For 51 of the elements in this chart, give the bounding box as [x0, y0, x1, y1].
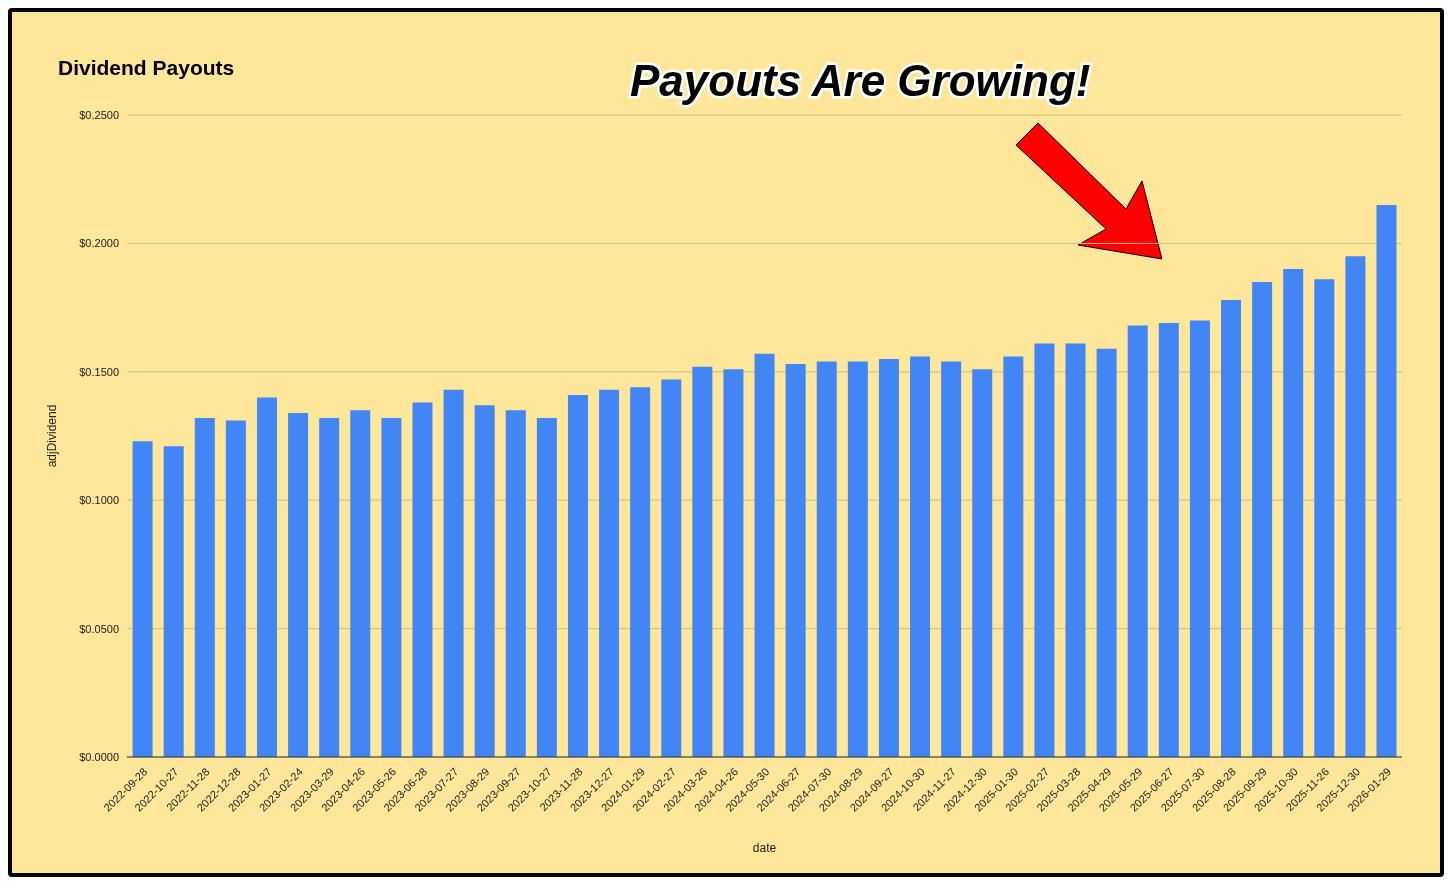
- bar: [319, 418, 340, 757]
- bar: [536, 418, 557, 757]
- bar: [723, 369, 744, 757]
- chart-title: Dividend Payouts: [58, 56, 235, 80]
- bar: [941, 361, 962, 757]
- text: Payouts Are Growing!: [630, 56, 1091, 105]
- bar: [1003, 356, 1024, 757]
- y-axis-title: adjDividend: [45, 404, 60, 468]
- bar: [1158, 323, 1179, 757]
- bar: [163, 446, 184, 757]
- bar: [910, 356, 931, 757]
- bar: [225, 420, 246, 757]
- x-axis-title: date: [752, 841, 777, 855]
- bar: [288, 412, 309, 757]
- bar: [505, 410, 526, 757]
- bar: [1345, 256, 1366, 757]
- bar: [474, 405, 495, 757]
- bar: [1189, 320, 1210, 757]
- bar: [785, 364, 806, 757]
- bar: [599, 389, 620, 757]
- bar: [1065, 343, 1086, 757]
- bar: [754, 353, 775, 757]
- bar: [816, 361, 837, 757]
- bar: [1034, 343, 1055, 757]
- bar: [567, 394, 588, 757]
- bar: [256, 397, 277, 757]
- bar: [661, 379, 682, 757]
- y-tick-label: $0.0000: [79, 750, 119, 763]
- y-tick-label: $0.2000: [79, 237, 119, 250]
- bar: [1283, 269, 1304, 757]
- bar: [443, 389, 464, 757]
- bar: [132, 441, 153, 757]
- bar: [972, 369, 993, 757]
- bar: [878, 358, 899, 757]
- bar: [1127, 325, 1148, 757]
- y-tick-label: $0.0500: [79, 622, 119, 635]
- bar: [350, 410, 371, 757]
- y-tick-label: $0.1500: [79, 365, 119, 378]
- bar: [847, 361, 868, 757]
- y-tick-label: $0.2500: [79, 108, 119, 121]
- bar: [194, 418, 215, 757]
- bar: [412, 402, 433, 757]
- bar: [1252, 281, 1273, 757]
- y-tick-label: $0.1000: [79, 494, 119, 507]
- bar: [1376, 204, 1397, 757]
- bar: [1314, 279, 1335, 757]
- bar: [1221, 299, 1242, 757]
- bar: [630, 387, 651, 757]
- bar: [1096, 348, 1117, 757]
- bar: [692, 366, 713, 757]
- bar: [381, 418, 402, 757]
